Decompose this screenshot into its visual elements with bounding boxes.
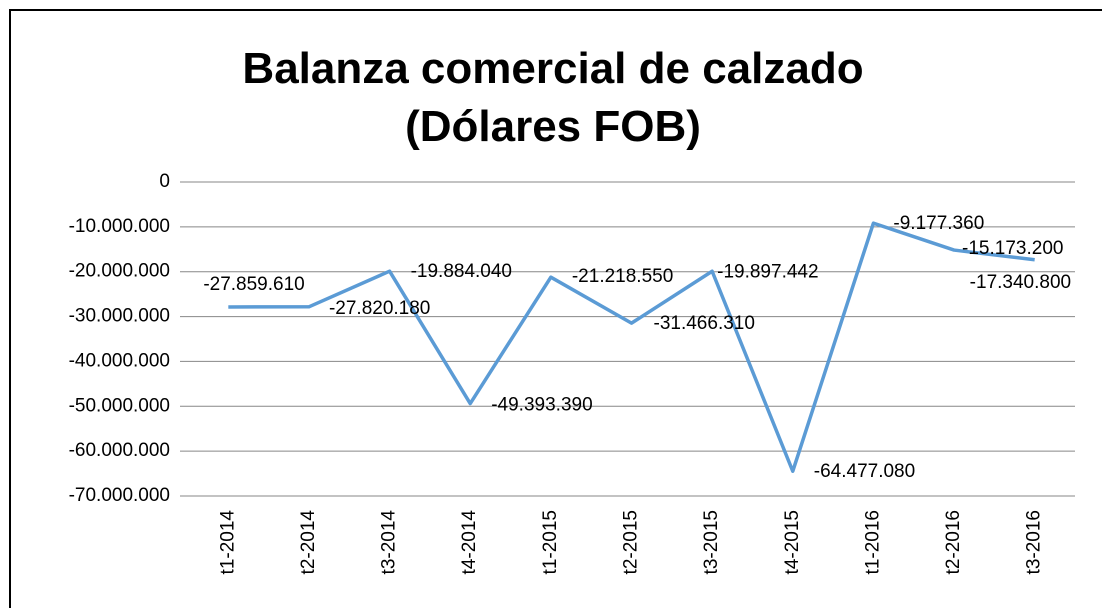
data-label: -17.340.800 xyxy=(970,272,1071,293)
y-tick-label: 0 xyxy=(159,171,170,192)
x-tick-label: t4-2014 xyxy=(459,510,480,575)
data-label: -49.393.390 xyxy=(491,395,592,416)
y-tick-label: -60.000.000 xyxy=(69,440,170,461)
data-label: -31.466.310 xyxy=(654,313,755,334)
x-tick-label: t2-2016 xyxy=(943,510,964,574)
y-tick-label: -50.000.000 xyxy=(69,395,170,416)
x-tick-label: t1-2014 xyxy=(217,510,238,575)
x-tick-label: t3-2016 xyxy=(1024,510,1045,574)
y-tick-label: -40.000.000 xyxy=(69,350,170,371)
x-tick-label: t1-2016 xyxy=(862,510,883,574)
y-tick-label: -30.000.000 xyxy=(69,306,170,327)
data-label: -64.477.080 xyxy=(814,461,915,482)
x-tick-label: t3-2014 xyxy=(379,510,400,575)
x-tick-label: t2-2014 xyxy=(298,510,319,575)
chart-title: Balanza comercial de calzado (Dólares FO… xyxy=(242,44,864,151)
y-tick-label: -10.000.000 xyxy=(69,216,170,237)
data-label: -27.859.610 xyxy=(203,274,304,295)
chart-frame xyxy=(9,9,1102,608)
data-label: -9.177.360 xyxy=(893,213,984,234)
data-label: -19.884.040 xyxy=(411,261,512,282)
x-tick-label: t1-2015 xyxy=(540,510,561,574)
data-label: -15.173.200 xyxy=(962,238,1063,259)
data-label: -21.218.550 xyxy=(572,266,673,287)
data-label: -19.897.442 xyxy=(717,261,818,282)
data-label: -27.820.180 xyxy=(329,298,430,319)
y-tick-label: -20.000.000 xyxy=(69,261,170,282)
x-tick-label: t4-2015 xyxy=(782,510,803,574)
x-tick-label: t2-2015 xyxy=(621,510,642,574)
x-tick-label: t3-2015 xyxy=(701,510,722,574)
line-series xyxy=(228,221,1035,473)
y-tick-label: -70.000.000 xyxy=(69,485,170,506)
